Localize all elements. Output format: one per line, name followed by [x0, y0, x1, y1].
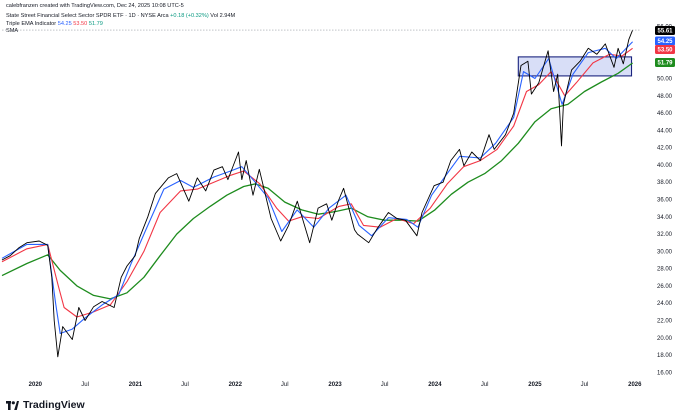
line-layer — [1, 29, 634, 358]
y-tick-label: 40.00 — [657, 163, 673, 169]
y-tick-label: 34.00 — [657, 215, 673, 221]
last-price-tag[interactable]: 55.61 — [655, 26, 675, 35]
indicator-name: Triple EMA Indicator — [6, 21, 57, 27]
y-tick-label: 20.00 — [657, 336, 673, 342]
ema-slow-series-line[interactable] — [1, 62, 633, 300]
volume-label: Vol 2.94M — [210, 13, 236, 19]
y-tick-label: 38.00 — [657, 180, 673, 186]
brand-name: TradingView — [23, 399, 85, 411]
y-tick-label: 22.00 — [657, 319, 673, 325]
x-tick-label: Jul — [281, 382, 289, 388]
x-tick-label: 2026 — [628, 382, 642, 388]
svg-text:55.61: 55.61 — [657, 29, 673, 35]
svg-text:53.50: 53.50 — [657, 48, 673, 54]
y-tick-label: 36.00 — [657, 198, 673, 204]
x-tick-label: Jul — [481, 382, 489, 388]
y-tick-label: 28.00 — [657, 267, 673, 273]
x-tick-label: Jul — [581, 382, 589, 388]
indicator-legend[interactable]: Triple EMA Indicator 54.25 53.50 51.79 — [6, 21, 103, 28]
y-tick-label: 18.00 — [657, 353, 673, 359]
y-tick-label: 24.00 — [657, 301, 673, 307]
x-tick-label: 2023 — [328, 382, 342, 388]
tradingview-footer: TradingView — [6, 399, 85, 411]
y-tick-label: 30.00 — [657, 249, 673, 255]
chart-credit: calebfranzen created with TradingView.co… — [6, 3, 184, 9]
symbol-line[interactable]: State Street Financial Select Sector SPD… — [6, 13, 169, 19]
price-tags: 55.61 54.25 53.50 51.79 — [655, 26, 675, 67]
y-tick-label: 32.00 — [657, 232, 673, 238]
svg-text:54.25: 54.25 — [657, 39, 673, 45]
svg-text:51.79: 51.79 — [657, 61, 673, 67]
y-tick-label: 48.00 — [657, 94, 673, 100]
y-tick-label: 50.00 — [657, 77, 673, 83]
x-axis: 2020 Jul 2021 Jul 2022 Jul 2023 Jul 2024 Jul 2025 J… — [29, 382, 642, 388]
x-tick-label: 2020 — [29, 382, 43, 388]
x-tick-label: Jul — [181, 382, 189, 388]
sma-label: SMA — [6, 28, 19, 34]
x-tick-label: Jul — [381, 382, 389, 388]
sma-legend[interactable]: SMA — [6, 28, 18, 35]
price-series-line[interactable] — [1, 29, 634, 358]
x-tick-label: Jul — [81, 382, 89, 388]
symbol-legend: State Street Financial Select Sector SPD… — [6, 13, 235, 20]
y-tick-label: 16.00 — [657, 370, 673, 376]
ema-slow-price-tag[interactable]: 51.79 — [655, 58, 675, 67]
x-tick-label: 2022 — [229, 382, 243, 388]
tradingview-logo-icon — [6, 400, 19, 410]
x-tick-label: 2024 — [428, 382, 442, 388]
ema-mid-series-line[interactable] — [1, 47, 633, 318]
y-axis: 16.00 18.00 20.00 22.00 24.00 26.00 28.00 30.00… — [657, 25, 673, 377]
ema-mid-value: 53.50 — [73, 21, 88, 27]
y-tick-label: 26.00 — [657, 284, 673, 290]
ema-mid-price-tag[interactable]: 53.50 — [655, 45, 675, 54]
x-tick-label: 2021 — [129, 382, 143, 388]
y-tick-label: 46.00 — [657, 111, 673, 117]
price-change: +0.18 (+0.32%) — [170, 13, 209, 19]
y-tick-label: 44.00 — [657, 128, 673, 134]
y-tick-label: 42.00 — [657, 146, 673, 152]
ema-slow-value: 51.79 — [88, 21, 103, 27]
x-tick-label: 2025 — [528, 382, 542, 388]
ema-fast-value: 54.25 — [57, 21, 72, 27]
ema-fast-price-tag[interactable]: 54.25 — [655, 36, 675, 46]
